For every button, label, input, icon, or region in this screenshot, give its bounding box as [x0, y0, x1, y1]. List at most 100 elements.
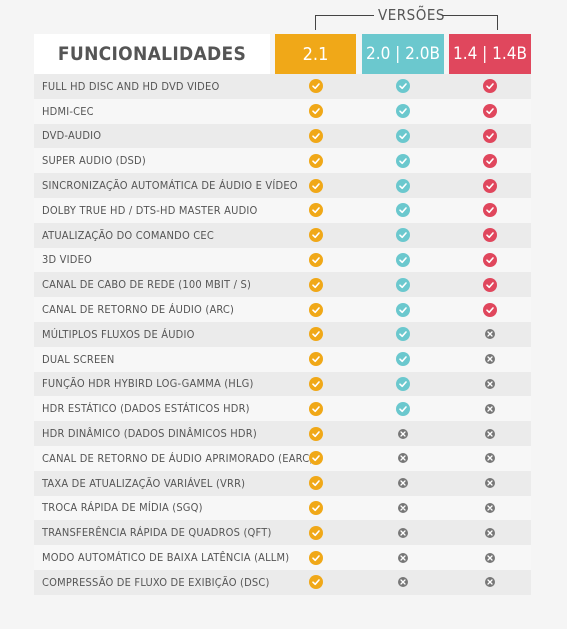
cell-version-2-0: [362, 520, 444, 545]
cell-version-1-4: [449, 396, 531, 421]
cell-version-1-4: [449, 545, 531, 570]
header-version-1-4: 1.4 | 1.4B: [449, 34, 531, 74]
feature-name: CANAL DE RETORNO DE ÁUDIO APRIMORADO (EA…: [42, 451, 314, 465]
cell-version-2-1: [275, 322, 356, 347]
cell-version-2-1: [275, 248, 356, 273]
feature-name: ATUALIZAÇÃO DO COMANDO CEC: [42, 228, 214, 242]
cell-version-1-4: [449, 471, 531, 496]
feature-name: SINCRONIZAÇÃO AUTOMÁTICA DE ÁUDIO E VÍDE…: [42, 179, 298, 193]
cell-version-2-1: [275, 347, 356, 372]
cell-version-2-1: [275, 471, 356, 496]
check-icon: [396, 401, 410, 416]
table-row: DOLBY TRUE HD / DTS-HD MASTER AUDIO: [34, 197, 531, 223]
cell-version-2-0: [362, 148, 444, 173]
header-features: FUNCIONALIDADES: [34, 34, 270, 74]
cross-icon: [398, 552, 408, 563]
cell-version-2-1: [275, 421, 356, 446]
check-icon: [483, 252, 497, 267]
cell-version-2-1: [275, 173, 356, 198]
cell-version-1-4: [449, 570, 531, 595]
cell-version-2-0: [362, 570, 444, 595]
cross-icon: [485, 502, 495, 513]
check-icon: [396, 352, 410, 367]
feature-name: TRANSFERÊNCIA RÁPIDA DE QUADROS (QFT): [42, 526, 272, 540]
feature-name: DVD-AUDIO: [42, 129, 102, 143]
check-icon: [308, 203, 323, 218]
table-row: MODO AUTOMÁTICO DE BAIXA LATÊNCIA (ALLM): [34, 545, 531, 570]
check-icon: [396, 178, 410, 193]
cross-icon: [485, 577, 495, 588]
check-icon: [396, 203, 410, 218]
cell-version-2-0: [362, 99, 444, 124]
cell-version-2-0: [362, 421, 444, 446]
cell-version-2-1: [275, 372, 356, 397]
cell-version-1-4: [449, 372, 531, 397]
table-row: ATUALIZAÇÃO DO COMANDO CEC: [34, 222, 531, 248]
cell-version-2-1: [275, 520, 356, 545]
cell-version-2-0: [362, 446, 444, 471]
check-icon: [308, 277, 323, 292]
cell-version-2-1: [275, 396, 356, 421]
cell-version-2-1: [275, 496, 356, 521]
cross-icon: [485, 403, 495, 414]
check-icon: [483, 153, 497, 168]
check-icon: [396, 252, 410, 267]
cell-version-2-1: [275, 148, 356, 173]
check-icon: [483, 228, 497, 243]
cross-icon: [485, 329, 495, 340]
table-row: 3D VIDEO: [34, 247, 531, 273]
table-row: DUAL SCREEN: [34, 346, 531, 372]
check-icon: [308, 525, 323, 540]
table-row: CANAL DE RETORNO DE ÁUDIO APRIMORADO (EA…: [34, 445, 531, 471]
table-row: TAXA DE ATUALIZAÇÃO VARIÁVEL (VRR): [34, 470, 531, 496]
table-row: COMPRESSÃO DE FLUXO DE EXIBIÇÃO (DSC): [34, 569, 531, 595]
table-row: FULL HD DISC AND HD DVD VIDEO: [34, 74, 531, 99]
feature-name: TAXA DE ATUALIZAÇÃO VARIÁVEL (VRR): [42, 476, 246, 490]
feature-name: TROCA RÁPIDA DE MÍDIA (SGQ): [42, 501, 203, 515]
cell-version-2-0: [362, 347, 444, 372]
feature-name: MÚLTIPLOS FLUXOS DE ÁUDIO: [42, 327, 195, 341]
check-icon: [308, 476, 323, 491]
cell-version-2-1: [275, 446, 356, 471]
check-icon: [308, 426, 323, 441]
cell-version-2-1: [275, 297, 356, 322]
check-icon: [483, 79, 497, 94]
check-icon: [483, 203, 497, 218]
table-row: CANAL DE CABO DE REDE (100 MBIT / S): [34, 272, 531, 298]
feature-name: 3D VIDEO: [42, 253, 93, 267]
table-row: SINCRONIZAÇÃO AUTOMÁTICA DE ÁUDIO E VÍDE…: [34, 173, 531, 198]
check-icon: [308, 575, 323, 590]
cross-icon: [485, 428, 495, 439]
cell-version-2-0: [362, 124, 444, 149]
cross-icon: [398, 527, 408, 538]
cell-version-1-4: [449, 148, 531, 173]
check-icon: [396, 376, 410, 391]
cell-version-2-0: [362, 471, 444, 496]
table-row: TROCA RÁPIDA DE MÍDIA (SGQ): [34, 495, 531, 521]
table-row: HDMI-CEC: [34, 98, 531, 124]
cell-version-2-1: [275, 74, 356, 99]
feature-name: HDR ESTÁTICO (DADOS ESTÁTICOS HDR): [42, 402, 250, 416]
check-icon: [396, 228, 410, 243]
check-icon: [308, 550, 323, 565]
check-icon: [396, 277, 410, 292]
check-icon: [396, 104, 410, 119]
feature-name: FULL HD DISC AND HD DVD VIDEO: [42, 79, 220, 93]
cell-version-1-4: [449, 99, 531, 124]
table-row: DVD-AUDIO: [34, 123, 531, 149]
check-icon: [308, 451, 323, 466]
cell-version-2-0: [362, 396, 444, 421]
check-icon: [308, 128, 323, 143]
check-icon: [483, 302, 497, 317]
check-icon: [308, 153, 323, 168]
cell-version-1-4: [449, 297, 531, 322]
cross-icon: [398, 428, 408, 439]
cross-icon: [398, 577, 408, 588]
feature-name: HDMI-CEC: [42, 104, 94, 118]
feature-name: MODO AUTOMÁTICO DE BAIXA LATÊNCIA (ALLM): [42, 551, 290, 565]
table-row: SUPER AUDIO (DSD): [34, 148, 531, 174]
cell-version-2-0: [362, 496, 444, 521]
feature-name: CANAL DE CABO DE REDE (100 MBIT / S): [42, 278, 252, 292]
header-version-2-0: 2.0 | 2.0B: [362, 34, 444, 74]
check-icon: [308, 352, 323, 367]
